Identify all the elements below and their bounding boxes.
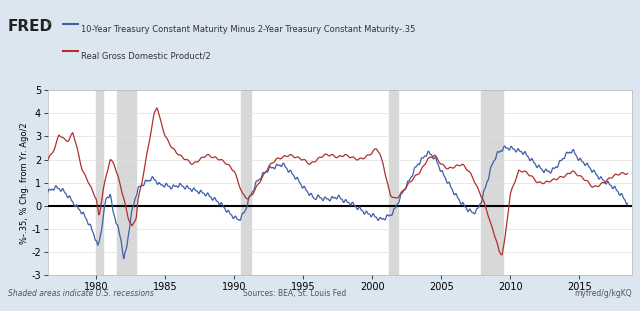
Bar [241,90,251,275]
Text: Real Gross Domestic Product/2: Real Gross Domestic Product/2 [81,51,211,60]
Bar [117,90,136,275]
Text: Shaded areas indicate U.S. recessions: Shaded areas indicate U.S. recessions [8,290,154,298]
Text: 10-Year Treasury Constant Maturity Minus 2-Year Treasury Constant Maturity-.35: 10-Year Treasury Constant Maturity Minus… [81,25,415,34]
Text: ✓: ✓ [46,19,53,28]
Y-axis label: %-.35, % Chg. from Yr. Ago/2: %-.35, % Chg. from Yr. Ago/2 [20,122,29,244]
Text: FRED: FRED [8,19,53,34]
Text: Sources: BEA, St. Louis Fed: Sources: BEA, St. Louis Fed [243,290,346,298]
Text: myfred/g/kgKQ: myfred/g/kgKQ [575,290,632,298]
Bar [96,90,103,275]
Bar [481,90,503,275]
Bar [389,90,399,275]
